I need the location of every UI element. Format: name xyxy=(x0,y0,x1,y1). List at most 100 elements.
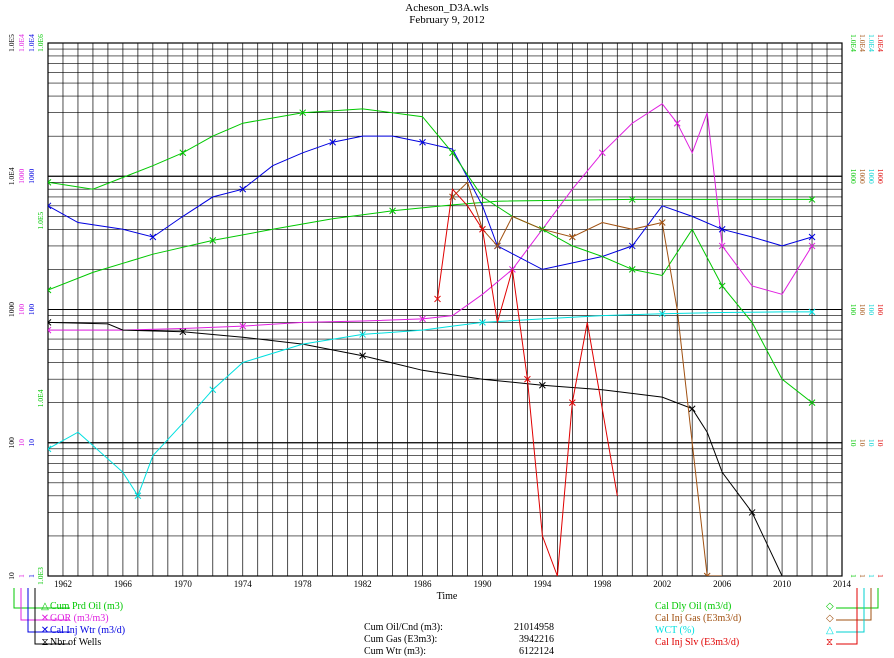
series-point xyxy=(479,225,486,233)
x-tick-label: 1962 xyxy=(54,579,72,589)
series-point xyxy=(494,242,501,250)
series-point xyxy=(179,149,187,157)
legend-label: Cum Prd Oil (m3) xyxy=(50,601,124,612)
series-point xyxy=(149,233,157,241)
x-tick-label: 1990 xyxy=(473,579,492,589)
right-scale-label: 1 xyxy=(858,574,867,578)
series-1 xyxy=(48,103,816,334)
series-line xyxy=(48,108,813,403)
legend-label: Cal Inj Slv (E3m3/d) xyxy=(655,637,740,648)
series-point xyxy=(134,492,142,500)
legend-bracket-line xyxy=(836,588,872,621)
cumulatives-panel: Cum Oil/Cnd (m3): 21014958 Cum Gas (E3m3… xyxy=(364,622,554,658)
series-point xyxy=(449,193,456,201)
series-point xyxy=(48,178,52,186)
series-point xyxy=(598,149,606,157)
legend-bracket-line xyxy=(836,588,865,633)
series-point xyxy=(48,286,52,294)
left-scale-label: 10 xyxy=(27,439,36,447)
series-line xyxy=(48,321,798,576)
series-point xyxy=(568,233,576,241)
left-scale-label: 1.0E4 xyxy=(17,34,26,52)
x-tick-label: 1974 xyxy=(234,579,253,589)
cum-wtr-label: Cum Wtr (m3): xyxy=(364,646,427,657)
legend-bracket-line xyxy=(13,588,70,609)
x-tick-label: 1966 xyxy=(114,579,133,589)
legend-symbol-icon: ✕ xyxy=(40,625,50,636)
legend-label: Cal Inj Gas (E3m3/d) xyxy=(655,613,742,624)
series-point xyxy=(628,266,636,273)
left-scale-label: 1.0E5 xyxy=(36,212,45,230)
legend-symbol-icon: △ xyxy=(826,625,834,636)
legend-label: Cal Inj Wtr (m3/d) xyxy=(50,625,126,636)
series-point xyxy=(479,319,486,326)
x-tick-label: 1970 xyxy=(174,579,193,589)
series-point xyxy=(329,138,336,146)
x-tick-label: 2006 xyxy=(713,579,732,589)
series-point xyxy=(359,331,366,338)
left-scale-label: 1.0E4 xyxy=(7,167,16,185)
series-point xyxy=(658,219,666,226)
series-line xyxy=(437,188,618,576)
series-point xyxy=(48,202,52,210)
left-scale-label: 1000 xyxy=(17,169,26,184)
left-scale-label: 1000 xyxy=(7,302,16,317)
series-point xyxy=(539,381,546,389)
legend-symbol-icon: ◇ xyxy=(826,613,834,624)
legend-entry: Cal Dly Oil (m3/d) xyxy=(655,601,731,612)
series-4 xyxy=(48,108,816,406)
legend-label: Cal Dly Oil (m3/d) xyxy=(655,601,732,612)
legend-entry: △Cum Prd Oil (m3) xyxy=(40,601,123,612)
series-point xyxy=(703,572,711,576)
right-scale-label: 100 xyxy=(849,304,858,316)
series-line xyxy=(48,198,812,291)
legend-label: GOR (m3/m3) xyxy=(50,613,109,624)
series-point xyxy=(359,352,366,360)
series-point xyxy=(209,386,217,394)
x-tick-label: 2014 xyxy=(833,579,852,589)
left-scale-label: 100 xyxy=(7,437,16,449)
series-line xyxy=(48,103,813,331)
legend-brackets xyxy=(13,588,879,645)
legend-entry: Cal Inj Gas (E3m3/d) xyxy=(655,613,741,624)
left-scale-label: 1.0E6 xyxy=(36,34,45,52)
legend-symbol-icon: ⧖ xyxy=(826,637,834,648)
series-5 xyxy=(449,181,723,576)
series-point xyxy=(658,310,666,318)
series-point xyxy=(48,445,52,453)
legend-symbol-icon: ✕ xyxy=(40,613,50,624)
left-scale-label: 10 xyxy=(7,572,16,580)
left-scale-label: 1 xyxy=(27,574,36,578)
left-scale-label: 1.0E4 xyxy=(27,34,36,52)
right-scale-label: 1000 xyxy=(858,169,867,184)
series-point xyxy=(524,375,531,383)
right-scale-label: 1 xyxy=(849,574,858,578)
series-point xyxy=(808,399,816,406)
right-scale-label: 10 xyxy=(876,439,885,447)
series-point xyxy=(808,308,816,316)
series-point xyxy=(239,185,247,193)
series-point xyxy=(748,509,756,516)
right-scale-label: 10 xyxy=(849,439,858,447)
x-tick-label: 2002 xyxy=(653,579,671,589)
series-point xyxy=(48,326,52,334)
cum-gas-label: Cum Gas (E3m3): xyxy=(364,634,438,645)
legend-symbol-icon: ⧖ xyxy=(41,637,49,648)
series-point xyxy=(808,242,816,250)
cum-wtr-value: 6122124 xyxy=(519,646,554,657)
right-scale-label: 100 xyxy=(867,304,876,316)
right-scale-label: 1 xyxy=(876,574,885,578)
right-scale-label: 1.0E4 xyxy=(858,34,867,52)
legend-entry: WCT (%) xyxy=(655,625,695,636)
chart-title: Acheson_D3A.wls xyxy=(405,2,489,14)
series-point xyxy=(688,405,696,413)
right-scale-label: 1.0E4 xyxy=(876,34,885,52)
right-scale-label: 1.0E4 xyxy=(849,34,858,52)
series-point xyxy=(628,196,636,203)
legend-symbol-icon: ◇ xyxy=(826,601,834,612)
left-scale-label: 1000 xyxy=(27,169,36,184)
x-tick-label: 1978 xyxy=(294,579,313,589)
left-scale-label: 1.0E3 xyxy=(36,567,45,585)
x-tick-label: 1998 xyxy=(593,579,612,589)
